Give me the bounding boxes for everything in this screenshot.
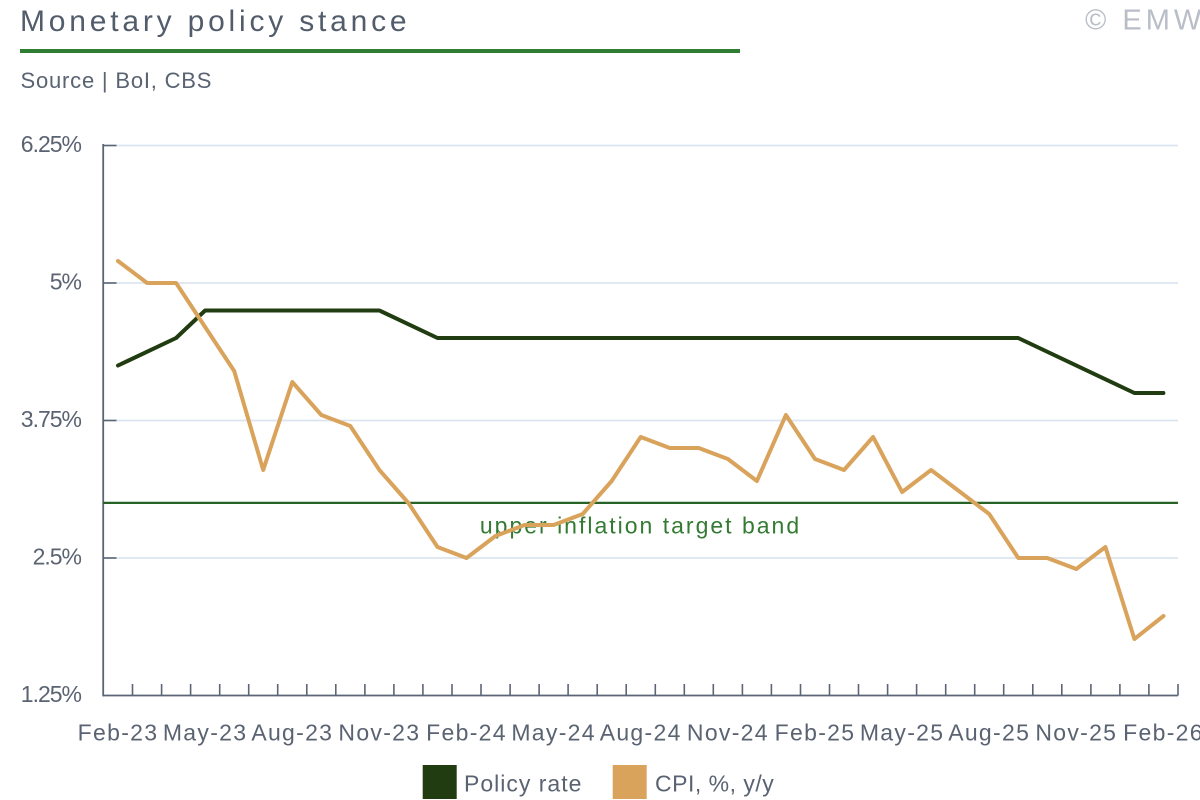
- svg-text:May-24: May-24: [511, 720, 596, 746]
- svg-text:Aug-25: Aug-25: [948, 720, 1030, 746]
- svg-text:3.75%: 3.75%: [21, 406, 82, 432]
- svg-text:Monetary policy stance: Monetary policy stance: [20, 5, 410, 38]
- svg-text:Nov-24: Nov-24: [687, 720, 769, 746]
- svg-text:Source | BoI, CBS: Source | BoI, CBS: [21, 68, 213, 93]
- svg-text:CPI, %, y/y: CPI, %, y/y: [655, 771, 774, 797]
- svg-text:Feb-24: Feb-24: [426, 720, 507, 746]
- svg-text:Nov-25: Nov-25: [1035, 720, 1117, 746]
- svg-text:Aug-23: Aug-23: [251, 720, 333, 746]
- svg-text:5%: 5%: [50, 269, 82, 295]
- svg-text:Feb-25: Feb-25: [775, 720, 856, 746]
- svg-text:Nov-23: Nov-23: [338, 720, 420, 746]
- svg-text:Policy rate: Policy rate: [464, 771, 582, 797]
- svg-text:6.25%: 6.25%: [21, 131, 82, 157]
- svg-text:2.5%: 2.5%: [33, 544, 82, 570]
- svg-text:Feb-26: Feb-26: [1123, 720, 1200, 746]
- svg-text:1.25%: 1.25%: [21, 681, 82, 707]
- svg-text:Feb-23: Feb-23: [78, 720, 159, 746]
- svg-text:Aug-24: Aug-24: [600, 720, 682, 746]
- svg-text:© EMW: © EMW: [1085, 4, 1200, 36]
- svg-text:May-25: May-25: [860, 720, 945, 746]
- svg-text:May-23: May-23: [163, 720, 248, 746]
